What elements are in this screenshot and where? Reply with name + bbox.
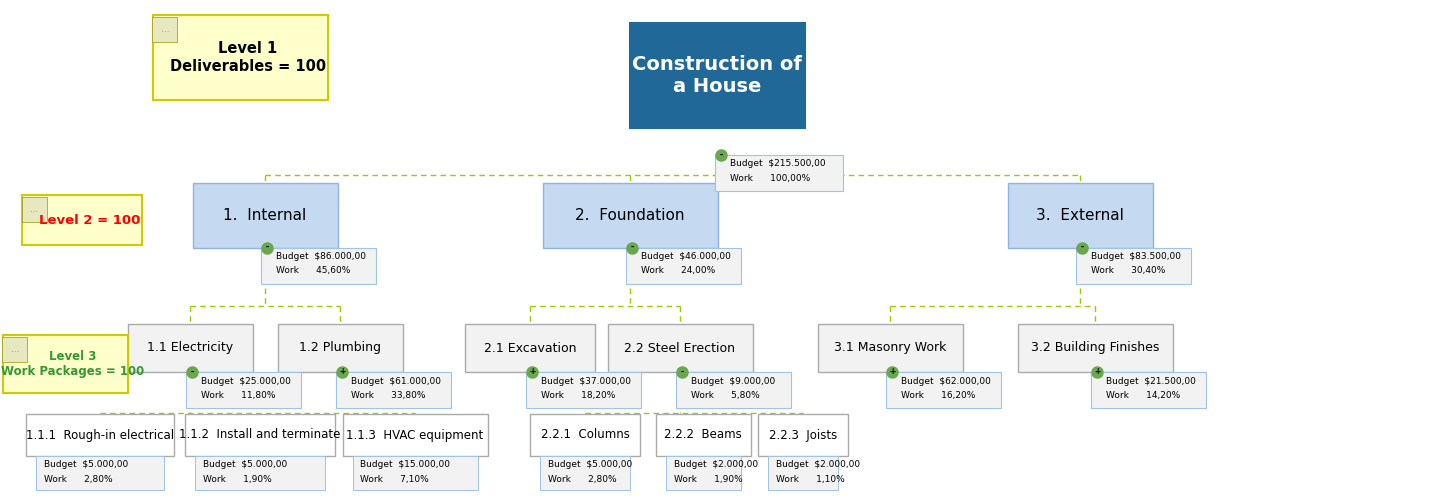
FancyBboxPatch shape: [769, 456, 837, 490]
Text: -: -: [681, 367, 684, 377]
Text: Budget  $2.000,00: Budget $2.000,00: [776, 460, 860, 469]
Text: Budget  $5.000,00: Budget $5.000,00: [44, 460, 128, 469]
FancyBboxPatch shape: [1091, 372, 1206, 408]
FancyBboxPatch shape: [343, 414, 488, 456]
Text: Work      1,10%: Work 1,10%: [776, 475, 845, 484]
FancyBboxPatch shape: [195, 456, 326, 490]
Text: Work      14,20%: Work 14,20%: [1106, 391, 1180, 400]
Text: -: -: [265, 243, 268, 252]
Text: Budget  $15.000,00: Budget $15.000,00: [360, 460, 450, 469]
Text: 2.2 Steel Erection: 2.2 Steel Erection: [624, 341, 736, 354]
Text: -: -: [191, 367, 194, 377]
Text: Work      2,80%: Work 2,80%: [44, 475, 113, 484]
Text: …: …: [10, 345, 19, 354]
Text: 1.  Internal: 1. Internal: [224, 208, 307, 223]
FancyBboxPatch shape: [886, 372, 1001, 408]
Text: 2.2.3  Joists: 2.2.3 Joists: [769, 428, 837, 441]
Text: Budget  $5.000,00: Budget $5.000,00: [548, 460, 632, 469]
FancyBboxPatch shape: [541, 456, 630, 490]
Text: 2.2.2  Beams: 2.2.2 Beams: [664, 428, 741, 441]
FancyBboxPatch shape: [465, 324, 595, 372]
Text: 2.  Foundation: 2. Foundation: [575, 208, 685, 223]
Text: Budget  $61.000,00: Budget $61.000,00: [351, 377, 442, 386]
FancyBboxPatch shape: [526, 372, 641, 408]
Text: -: -: [1080, 243, 1084, 252]
Text: Work      18,20%: Work 18,20%: [541, 391, 615, 400]
Text: +: +: [338, 367, 346, 377]
FancyBboxPatch shape: [608, 324, 753, 372]
Text: Budget  $46.000,00: Budget $46.000,00: [641, 252, 731, 261]
Text: 2.1 Excavation: 2.1 Excavation: [483, 341, 576, 354]
FancyBboxPatch shape: [185, 414, 336, 456]
FancyBboxPatch shape: [192, 182, 337, 248]
Text: 2.2.1  Columns: 2.2.1 Columns: [541, 428, 630, 441]
FancyBboxPatch shape: [1008, 182, 1153, 248]
Text: Budget  $62.000,00: Budget $62.000,00: [901, 377, 991, 386]
FancyBboxPatch shape: [353, 456, 478, 490]
FancyBboxPatch shape: [261, 248, 376, 283]
Text: Budget  $37.000,00: Budget $37.000,00: [541, 377, 631, 386]
FancyBboxPatch shape: [655, 414, 750, 456]
FancyBboxPatch shape: [630, 22, 804, 128]
Text: …: …: [30, 205, 39, 214]
Text: 3.1 Masonry Work: 3.1 Masonry Work: [833, 341, 946, 354]
Text: Budget  $2.000,00: Budget $2.000,00: [674, 460, 757, 469]
Text: 1.1.1  Rough-in electrical: 1.1.1 Rough-in electrical: [26, 428, 174, 441]
FancyBboxPatch shape: [3, 335, 128, 393]
Text: Work      11,80%: Work 11,80%: [201, 391, 275, 400]
Text: 1.1.3  HVAC equipment: 1.1.3 HVAC equipment: [347, 428, 483, 441]
Text: Work      16,20%: Work 16,20%: [901, 391, 975, 400]
FancyBboxPatch shape: [675, 372, 792, 408]
Text: Budget  $21.500,00: Budget $21.500,00: [1106, 377, 1196, 386]
FancyBboxPatch shape: [817, 324, 962, 372]
FancyBboxPatch shape: [36, 456, 163, 490]
FancyBboxPatch shape: [627, 248, 741, 283]
Text: Work      45,60%: Work 45,60%: [275, 266, 350, 275]
Text: Level 1
Deliverables = 100: Level 1 Deliverables = 100: [171, 41, 326, 74]
Text: 3.2 Building Finishes: 3.2 Building Finishes: [1031, 341, 1159, 354]
Text: 1.1 Electricity: 1.1 Electricity: [146, 341, 234, 354]
FancyBboxPatch shape: [336, 372, 452, 408]
Text: +: +: [889, 367, 895, 377]
Text: …: …: [161, 25, 169, 34]
Text: Budget  $25.000,00: Budget $25.000,00: [201, 377, 291, 386]
Text: Budget  $83.500,00: Budget $83.500,00: [1091, 252, 1182, 261]
Text: +: +: [1094, 367, 1100, 377]
Text: Work      1,90%: Work 1,90%: [674, 475, 743, 484]
Text: +: +: [529, 367, 535, 377]
FancyBboxPatch shape: [665, 456, 740, 490]
Text: Work      2,80%: Work 2,80%: [548, 475, 617, 484]
Text: Budget  $86.000,00: Budget $86.000,00: [275, 252, 366, 261]
Text: -: -: [720, 151, 723, 160]
Text: Work      5,80%: Work 5,80%: [691, 391, 760, 400]
Text: Work      30,40%: Work 30,40%: [1091, 266, 1166, 275]
FancyBboxPatch shape: [186, 372, 301, 408]
Text: 3.  External: 3. External: [1035, 208, 1124, 223]
Text: Work      24,00%: Work 24,00%: [641, 266, 716, 275]
FancyBboxPatch shape: [278, 324, 403, 372]
Text: Work      7,10%: Work 7,10%: [360, 475, 429, 484]
Text: Work      1,90%: Work 1,90%: [204, 475, 272, 484]
Text: -: -: [631, 243, 634, 252]
FancyBboxPatch shape: [152, 15, 327, 100]
FancyBboxPatch shape: [1076, 248, 1192, 283]
Text: Level 3
Work Packages = 100: Level 3 Work Packages = 100: [1, 350, 145, 378]
Text: Construction of
a House: Construction of a House: [632, 55, 802, 95]
Text: Level 2 = 100: Level 2 = 100: [39, 214, 141, 227]
FancyBboxPatch shape: [22, 195, 142, 245]
Text: Budget  $215.500,00: Budget $215.500,00: [730, 160, 826, 168]
FancyBboxPatch shape: [26, 414, 174, 456]
Text: Budget  $9.000,00: Budget $9.000,00: [691, 377, 776, 386]
FancyBboxPatch shape: [128, 324, 252, 372]
Text: Work      100,00%: Work 100,00%: [730, 174, 810, 183]
FancyBboxPatch shape: [1018, 324, 1173, 372]
Text: Budget  $5.000,00: Budget $5.000,00: [204, 460, 287, 469]
Text: 1.1.2  Install and terminate: 1.1.2 Install and terminate: [179, 428, 341, 441]
FancyBboxPatch shape: [542, 182, 717, 248]
Text: Work      33,80%: Work 33,80%: [351, 391, 426, 400]
FancyBboxPatch shape: [716, 155, 843, 191]
FancyBboxPatch shape: [531, 414, 640, 456]
Text: 1.2 Plumbing: 1.2 Plumbing: [300, 341, 381, 354]
FancyBboxPatch shape: [759, 414, 847, 456]
